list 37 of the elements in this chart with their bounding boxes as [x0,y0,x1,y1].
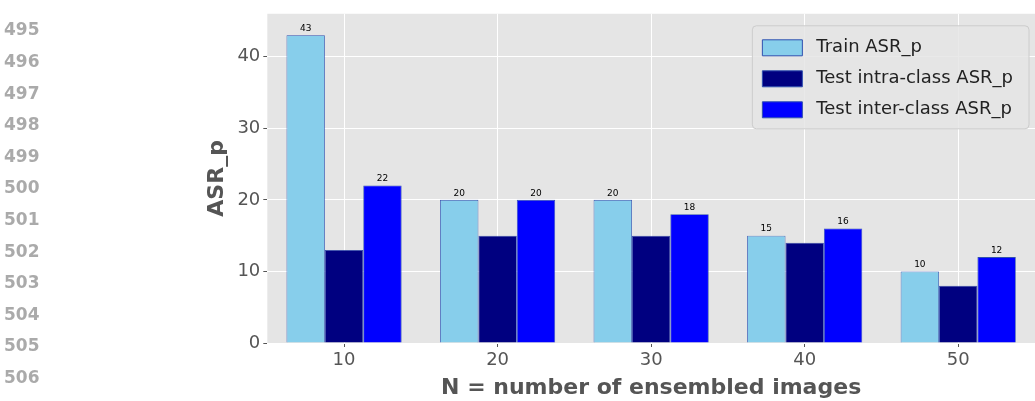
legend-label: Train ASR_p [815,35,922,58]
y-tick-label: 0 [248,330,261,352]
x-tick-label: 50 [946,348,970,370]
x-axis-title: N = number of ensembled images [441,373,862,399]
legend-label: Test intra-class ASR_p [815,66,1013,89]
y-axis-title: ASR_p [202,140,228,217]
y-tick-label: 20 [237,187,261,209]
x-tick-label: 10 [332,348,356,370]
text: 499 [4,145,40,166]
text: 503 [4,272,40,293]
data-label: 16 [837,216,850,227]
x-tick-label: 40 [793,348,817,370]
text: 498 [4,114,40,135]
y-tick-label: 40 [237,44,261,66]
text: 505 [4,335,40,356]
text: 500 [4,177,40,198]
y-tick-label: 10 [237,259,261,281]
data-label: 22 [376,173,389,184]
text: 496 [4,51,40,72]
y-tick-label: 30 [237,115,261,137]
text: 504 [4,303,40,324]
data-label: 15 [760,223,773,234]
data-label: 12 [990,244,1003,255]
text: 502 [4,240,40,261]
x-tick-label: 30 [639,348,663,370]
data-label: 20 [530,187,542,198]
text: 506 [4,367,40,388]
data-label: 43 [299,23,312,34]
data-label: 18 [683,202,696,213]
legend-label: Test inter-class ASR_p [815,97,1012,120]
text: 501 [4,209,40,230]
data-label: 10 [914,259,926,270]
text: 495 [4,19,40,40]
x-tick-label: 20 [486,348,510,370]
data-label: 20 [453,187,466,198]
text: 497 [4,82,40,103]
data-label: 20 [607,187,619,198]
